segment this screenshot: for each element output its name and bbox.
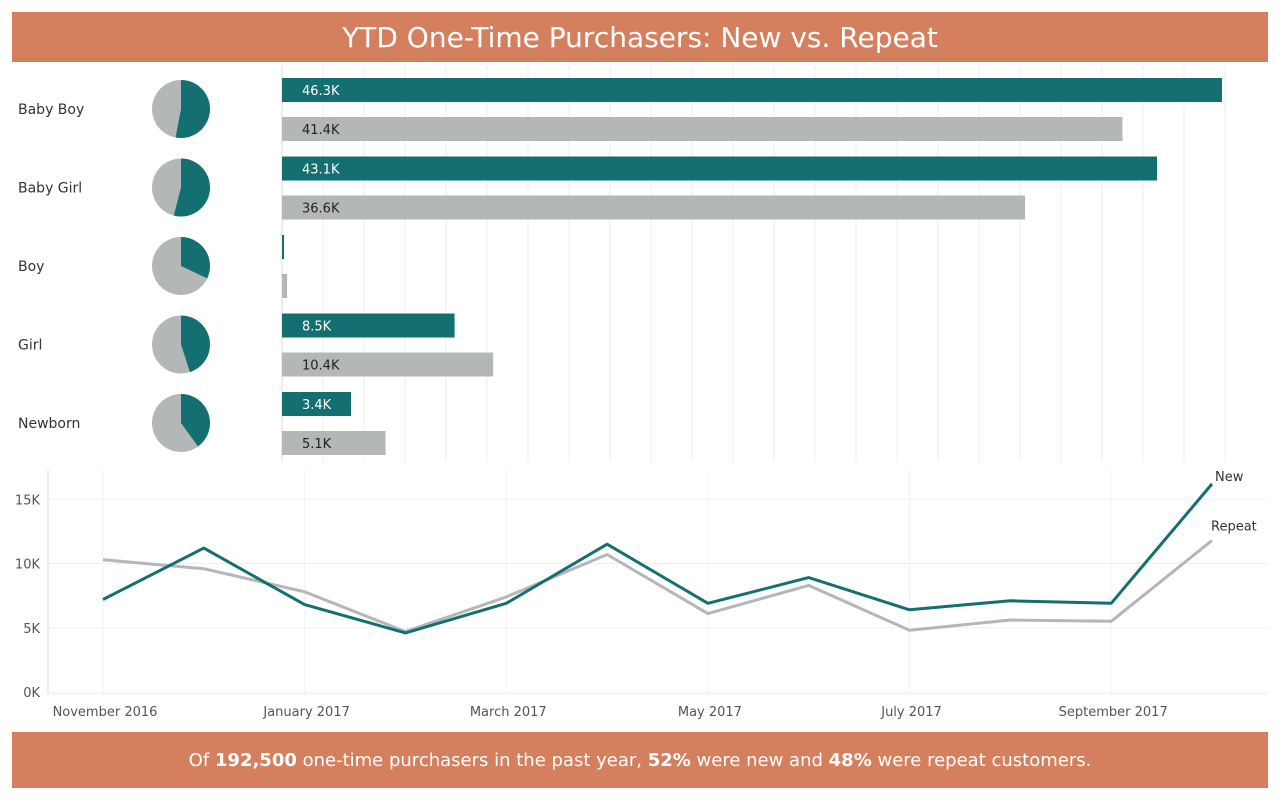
- series-label-new: New: [1215, 470, 1244, 485]
- footer-prefix: Of: [188, 749, 215, 771]
- bar-label-new-girl: 8.5K: [302, 320, 332, 335]
- category-label-boy: Boy: [18, 259, 44, 275]
- x-tick-label: January 2017: [262, 705, 350, 720]
- bar-new-baby-boy: [282, 78, 1222, 102]
- line-series-new: [102, 482, 1214, 635]
- footer-total: 192,500: [214, 749, 297, 771]
- footer-repeat-percent: 48%: [828, 749, 872, 771]
- bar-repeat-girl: [282, 352, 494, 377]
- pie-new-slice: [181, 394, 210, 447]
- bar-new-newborn: [282, 392, 352, 416]
- bar-new-baby-girl: [282, 156, 1158, 181]
- x-tick-label: May 2017: [678, 705, 742, 720]
- bar-repeat-baby-girl: [282, 195, 1026, 220]
- bar-label-new-baby-girl: 43.1K: [302, 163, 340, 178]
- footer-between: were new and: [690, 749, 829, 771]
- pie-new-slice: [173, 158, 210, 217]
- footer-middle: one-time purchasers in the past year,: [296, 749, 648, 771]
- summary-footer: Of 192,500 one-time purchasers in the pa…: [12, 732, 1268, 788]
- bar-label-repeat-girl: 10.4K: [302, 359, 340, 374]
- y-tick-label: 10K: [15, 558, 41, 573]
- bar-repeat-newborn: [282, 431, 386, 455]
- category-label-girl: Girl: [18, 338, 42, 354]
- footer-new-percent: 52%: [647, 749, 691, 771]
- bar-label-repeat-newborn: 5.1K: [302, 437, 332, 452]
- category-label-newborn: Newborn: [18, 416, 80, 432]
- bar-repeat-boy: [282, 274, 288, 298]
- bar-new-boy: [282, 235, 285, 259]
- x-tick-label: September 2017: [1059, 705, 1168, 720]
- category-bar-and-pie-chart: Baby Boy 46.3K 41.4K Baby Girl 43.1K 36.6K Boy…: [18, 66, 1226, 462]
- pie-new-slice: [181, 237, 211, 279]
- dashboard-title: YTD One-Time Purchasers: New vs. Repeat: [12, 12, 1268, 62]
- bar-label-repeat-baby-girl: 36.6K: [302, 202, 340, 217]
- bar-label-new-baby-boy: 46.3K: [302, 84, 340, 99]
- pie-new-slice: [175, 80, 211, 138]
- y-tick-label: 5K: [23, 622, 40, 637]
- bar-label-new-newborn: 3.4K: [302, 398, 332, 413]
- series-label-repeat: Repeat: [1211, 519, 1257, 534]
- line-series-repeat: [102, 539, 1213, 634]
- x-tick-label: November 2016: [53, 705, 158, 720]
- x-tick-label: July 2017: [880, 705, 942, 720]
- monthly-trend-line-chart: 0K 5K 10K 15K November 2016 January 2017 March…: [15, 470, 1268, 720]
- x-tick-label: March 2017: [470, 705, 547, 720]
- bar-repeat-baby-boy: [282, 117, 1123, 141]
- category-label-baby-girl: Baby Girl: [18, 181, 82, 197]
- category-label-baby-boy: Baby Boy: [18, 102, 84, 118]
- bar-label-repeat-baby-boy: 41.4K: [302, 123, 340, 138]
- y-tick-label: 0K: [23, 686, 40, 701]
- bar-new-girl: [282, 313, 455, 338]
- pie-new-slice: [181, 315, 210, 373]
- y-tick-label: 15K: [15, 493, 41, 508]
- footer-suffix: were repeat customers.: [871, 749, 1092, 771]
